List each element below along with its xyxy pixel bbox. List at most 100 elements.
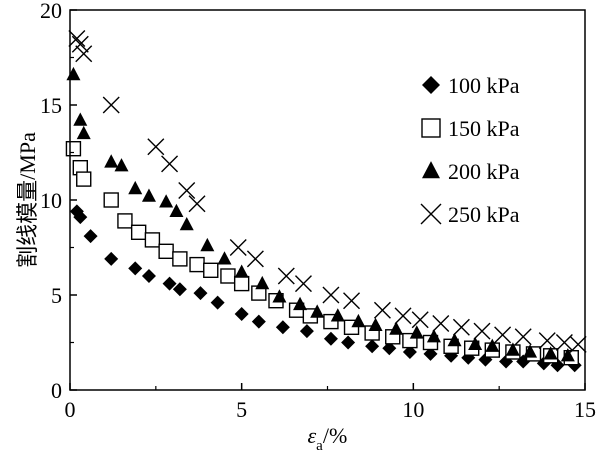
data-marks (65, 30, 587, 373)
data-point (343, 292, 361, 310)
data-point (426, 329, 441, 343)
data-point (411, 311, 429, 329)
data-point (505, 342, 520, 356)
data-point (233, 275, 250, 292)
data-point (514, 328, 532, 346)
series-250-kpa (68, 30, 587, 353)
data-point (189, 256, 205, 273)
data-point (538, 332, 556, 350)
data-point (172, 251, 188, 267)
data-point (210, 295, 225, 310)
data-point (299, 324, 314, 339)
data-point (104, 251, 119, 266)
data-point (169, 203, 184, 217)
data-point (351, 313, 366, 328)
data-point (234, 264, 249, 278)
tick-labels: 0 5 10 15 0 5 10 15 20 (40, 0, 596, 422)
data-point (523, 344, 538, 358)
data-point (65, 140, 82, 157)
x-tick-label: 0 (65, 397, 76, 422)
data-point (569, 335, 587, 353)
data-point (128, 180, 143, 195)
data-point (409, 325, 424, 339)
data-point (402, 345, 417, 359)
data-point (368, 317, 383, 331)
data-point (161, 155, 179, 173)
data-point (255, 275, 270, 290)
legend: 100 kPa 150 kPa 200 kPa 250 kPa (420, 73, 520, 227)
y-tick-label: 10 (40, 188, 62, 213)
legend-label: 150 kPa (448, 116, 520, 141)
x-axis-title-subscript: a (316, 438, 323, 454)
data-point (341, 335, 356, 350)
data-point (200, 237, 215, 252)
legend-label: 250 kPa (448, 202, 520, 227)
y-tick-label: 15 (40, 93, 62, 118)
data-point (178, 182, 196, 199)
data-point (294, 275, 312, 293)
data-point (71, 35, 89, 53)
data-point (103, 192, 119, 208)
data-point (494, 326, 512, 344)
legend-marker (422, 161, 440, 179)
data-point (330, 308, 345, 322)
data-point (322, 286, 340, 304)
legend-label: 200 kPa (448, 159, 520, 184)
data-point (473, 322, 491, 340)
data-point (485, 338, 500, 352)
legend-marker (422, 76, 440, 94)
data-point (141, 269, 156, 283)
data-point (193, 286, 208, 301)
data-point (365, 339, 380, 354)
data-point (147, 138, 165, 156)
data-point (75, 45, 93, 63)
data-point (203, 262, 219, 278)
data-point (275, 320, 290, 335)
data-point (323, 331, 338, 346)
data-point (102, 96, 120, 114)
data-point (188, 195, 206, 213)
data-point (468, 336, 483, 350)
axis-ticks (69, 9, 586, 391)
legend-label: 100 kPa (448, 73, 520, 98)
data-point (452, 318, 470, 336)
x-tick-label: 10 (402, 397, 424, 422)
data-point (543, 346, 558, 360)
legend-item: 100 kPa (422, 73, 520, 98)
data-point (272, 289, 287, 303)
data-point (373, 301, 391, 319)
data-point (162, 276, 177, 291)
data-point (73, 210, 88, 225)
data-point (68, 30, 86, 47)
data-point (104, 154, 119, 168)
data-point (83, 229, 98, 244)
data-point (159, 194, 174, 208)
y-tick-label: 0 (51, 378, 62, 403)
legend-marker (421, 118, 441, 138)
data-point (423, 346, 438, 361)
x-axis-title-unit: /% (323, 423, 347, 448)
data-point (382, 341, 397, 356)
data-point (229, 239, 247, 256)
data-point (560, 348, 575, 362)
data-point (310, 304, 325, 318)
data-point (172, 282, 187, 297)
data-point (114, 158, 129, 172)
series-200-kpa (66, 66, 575, 362)
data-point (555, 334, 573, 351)
data-point (217, 251, 232, 265)
data-point (251, 314, 266, 329)
data-point (179, 217, 194, 231)
legend-item: 200 kPa (422, 159, 520, 184)
legend-marker (420, 203, 442, 225)
data-point (141, 188, 156, 202)
data-point (220, 268, 236, 284)
data-point (76, 125, 91, 140)
data-point (73, 112, 88, 126)
data-point (128, 261, 143, 276)
series-100-kpa (69, 204, 582, 373)
legend-item: 150 kPa (421, 116, 520, 141)
data-point (277, 267, 295, 285)
data-point (394, 307, 412, 325)
